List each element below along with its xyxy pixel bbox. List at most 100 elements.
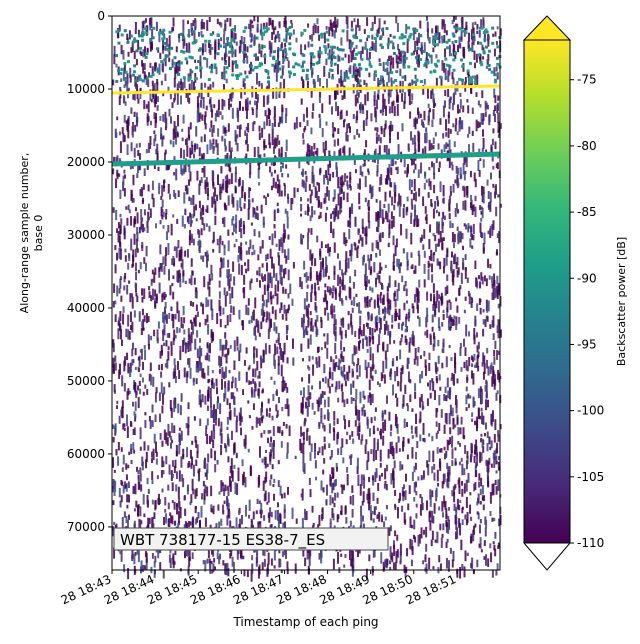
echo-pixel [417,47,420,50]
noise-pixel [345,517,347,524]
noise-pixel [209,17,211,22]
noise-pixel [364,94,366,105]
noise-pixel [214,413,216,421]
noise-pixel [467,394,469,399]
noise-pixel [270,46,272,52]
noise-pixel [411,252,413,257]
noise-pixel [333,559,335,570]
noise-pixel [179,470,181,481]
noise-pixel [266,568,268,577]
noise-pixel [409,342,411,353]
noise-pixel [115,178,117,188]
noise-pixel [395,551,397,563]
noise-pixel [148,334,150,345]
noise-pixel [418,291,420,303]
noise-pixel [388,449,390,458]
noise-pixel [396,442,398,453]
noise-pixel [467,278,469,283]
noise-pixel [399,448,401,452]
noise-pixel [158,365,160,370]
noise-pixel [270,474,272,479]
noise-pixel [478,408,480,420]
noise-pixel [495,393,497,401]
noise-pixel [332,134,334,137]
noise-pixel [451,460,453,466]
noise-pixel [301,238,303,244]
noise-pixel [187,358,189,364]
noise-pixel [470,443,472,450]
noise-pixel [193,20,195,26]
noise-pixel [115,423,117,433]
noise-pixel [315,460,317,468]
noise-pixel [404,419,406,428]
noise-pixel [138,30,140,35]
noise-pixel [137,385,139,390]
noise-pixel [428,433,430,436]
noise-pixel [433,332,435,339]
noise-pixel [336,167,338,177]
noise-pixel [182,324,184,329]
noise-pixel [138,357,140,361]
noise-pixel [345,381,347,387]
noise-pixel [433,213,435,218]
noise-pixel [198,113,200,122]
noise-pixel [217,143,219,155]
noise-pixel [433,185,435,193]
noise-pixel [365,439,367,444]
noise-pixel [257,254,259,260]
noise-pixel [411,426,413,431]
noise-pixel [209,559,211,563]
noise-pixel [428,353,430,360]
noise-pixel [163,317,165,324]
noise-pixel [195,460,197,466]
noise-pixel [300,390,302,395]
noise-pixel [442,523,444,530]
noise-pixel [132,133,134,137]
noise-pixel [165,255,167,266]
noise-pixel [360,311,362,314]
noise-pixel [476,420,478,431]
noise-pixel [487,180,489,186]
noise-pixel [406,339,408,345]
noise-pixel [251,426,253,430]
noise-pixel [484,232,486,244]
noise-pixel [356,129,358,135]
noise-pixel [395,422,397,425]
noise-pixel [408,312,410,321]
noise-pixel [348,324,350,330]
noise-pixel [369,428,371,436]
noise-pixel [244,130,246,136]
echo-pixel [401,51,404,54]
noise-pixel [223,35,225,45]
noise-pixel [164,509,166,513]
noise-pixel [377,428,379,431]
noise-pixel [275,182,277,189]
noise-pixel [120,296,122,302]
noise-pixel [452,223,454,228]
noise-pixel [464,186,466,197]
noise-pixel [414,392,416,399]
noise-pixel [450,357,452,361]
noise-pixel [444,473,446,482]
noise-pixel [431,436,433,441]
noise-pixel [127,465,129,469]
noise-pixel [225,43,227,54]
noise-pixel [315,189,317,198]
noise-pixel [221,57,223,60]
noise-pixel [119,288,121,293]
noise-pixel [302,463,304,471]
noise-pixel [476,31,478,34]
noise-pixel [257,147,259,157]
noise-pixel [481,408,483,412]
noise-pixel [165,302,167,308]
noise-pixel [369,327,371,335]
noise-pixel [320,408,322,417]
noise-pixel [409,394,411,402]
noise-pixel [343,192,345,201]
noise-pixel [318,347,320,352]
noise-pixel [284,249,286,258]
noise-pixel [445,508,447,519]
noise-pixel [137,505,139,517]
noise-pixel [492,128,494,133]
noise-pixel [452,20,454,24]
